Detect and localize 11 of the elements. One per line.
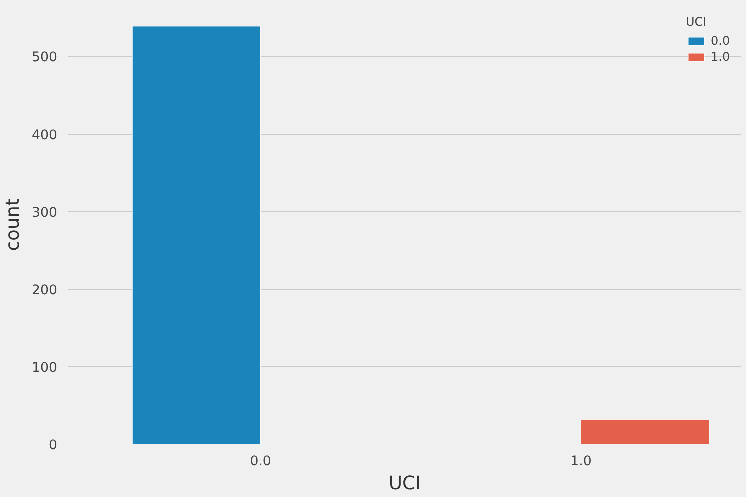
legend-label: 1.0 xyxy=(711,50,731,64)
legend-label: 0.0 xyxy=(711,34,731,48)
y-tick-label: 200 xyxy=(32,283,58,298)
y-tick-label: 500 xyxy=(32,50,58,66)
y-tick-label: 0 xyxy=(49,438,58,454)
y-tick-label: 400 xyxy=(32,128,58,144)
y-axis-title: count xyxy=(3,198,24,252)
legend-title: UCI xyxy=(686,15,708,29)
y-tick-label: 300 xyxy=(32,206,58,221)
x-axis-title: UCI xyxy=(388,474,422,494)
y-tick-label: 100 xyxy=(32,360,58,376)
